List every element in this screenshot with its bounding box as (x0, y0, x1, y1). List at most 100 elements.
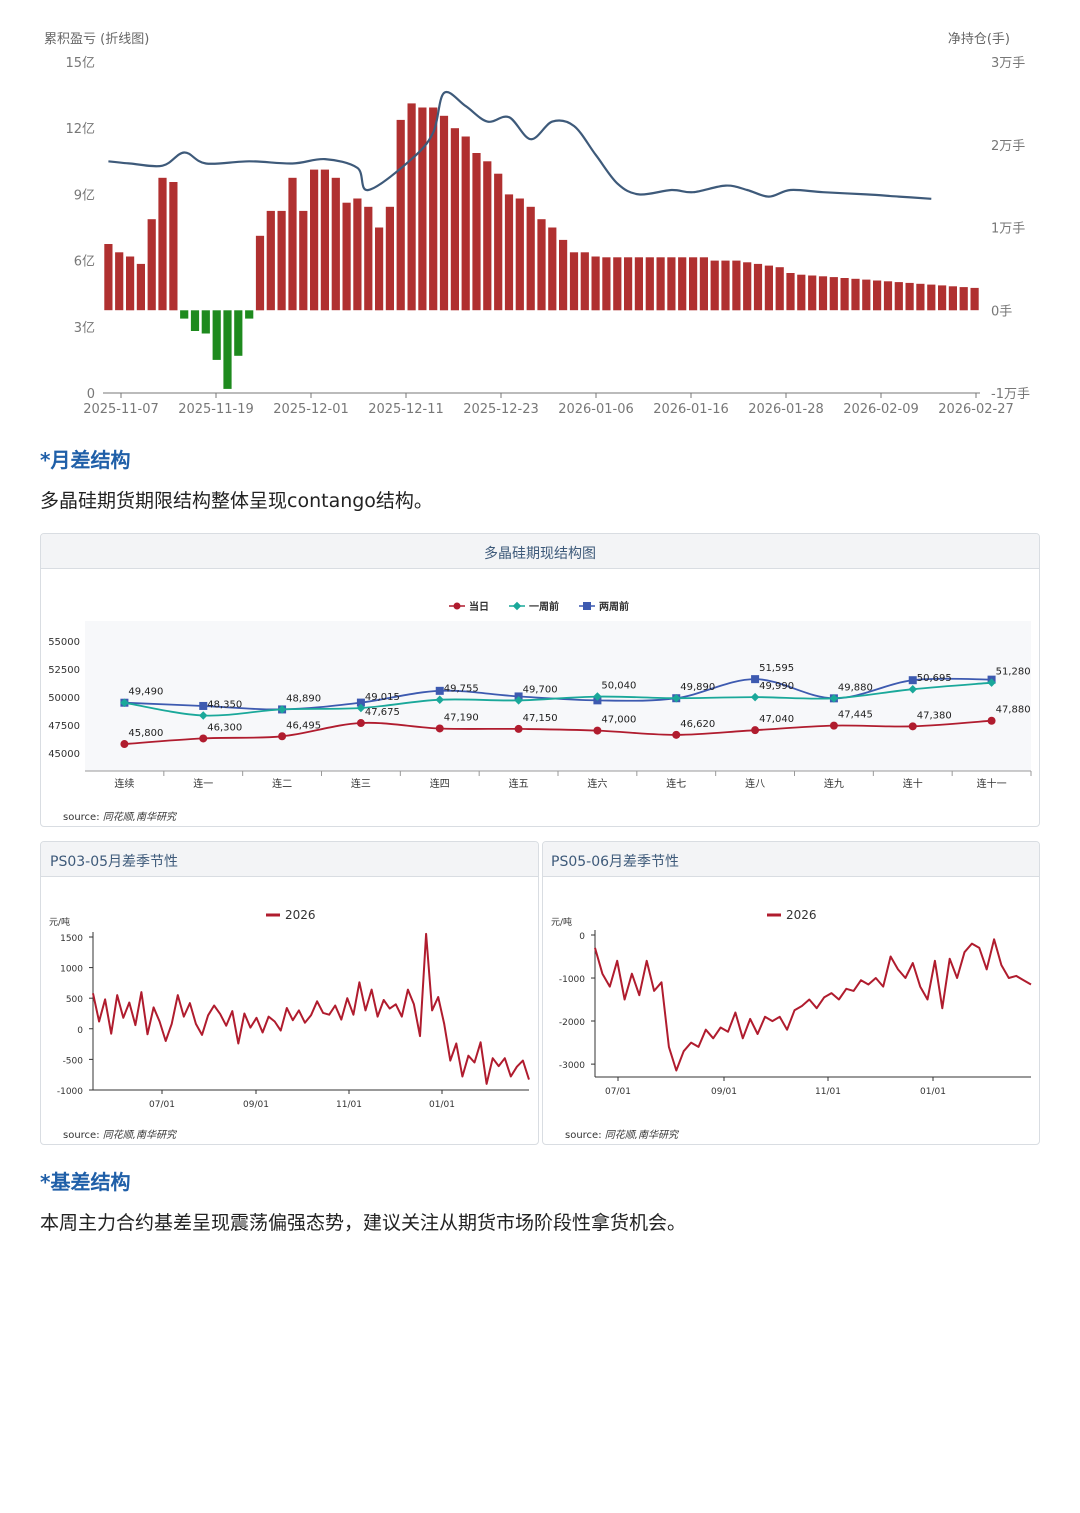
y-tick-label: 500 (66, 995, 83, 1005)
left-tick-label: 0 (87, 387, 95, 402)
x-axis-ticks: 连续 连一 连二 连三 连四 连五 连六 连七 连八 连九 连十 连十一 (114, 771, 1032, 790)
month-spread-text: 多晶硅期货期限结构整体呈现contango结构。 (40, 490, 433, 512)
today-point (829, 721, 838, 730)
position-bar (115, 252, 124, 311)
week-ago-point (356, 703, 366, 713)
position-bar (602, 257, 611, 311)
week-ago-data-label: 50,695 (917, 673, 952, 684)
ps0305-source: source: 同花顺,南华研究 (63, 1126, 176, 1141)
x-tick-label: 09/01 (711, 1087, 737, 1097)
y-tick-label: 0 (579, 932, 585, 942)
today-data-label: 47,190 (444, 712, 479, 723)
position-bar (234, 310, 243, 356)
position-bar (959, 287, 968, 311)
position-bar (375, 227, 384, 311)
position-bar (591, 256, 600, 311)
position-bar (201, 310, 210, 334)
x-tick-label: 2025-11-19 (178, 402, 254, 417)
ps0305-header: PS03-05月差季节性 (41, 842, 538, 877)
week-ago-data-label: 49,700 (523, 684, 558, 695)
ps0506-title: PS05-06月差季节性 (551, 854, 680, 870)
today-data-label: 47,380 (917, 710, 952, 721)
source-label: source: (63, 1130, 100, 1141)
source-text: 同花顺,南华研究 (102, 1130, 176, 1141)
y-tick-label: 0 (77, 1026, 83, 1036)
position-bar (710, 260, 719, 311)
position-bar (818, 276, 828, 311)
position-bar (483, 161, 492, 311)
position-bar (472, 153, 481, 311)
left-axis-ticks: 15亿 12亿 9亿 6亿 3亿 0 (65, 56, 95, 402)
today-point (278, 732, 287, 741)
term-structure-panel: 多晶硅期现结构图 当日 一周前 两周前 55000 52500 50000 47500… (40, 533, 1040, 827)
position-bar (851, 278, 860, 311)
x-tick-label: 2025-12-01 (273, 402, 349, 417)
x-tick-label: 07/01 (605, 1087, 631, 1097)
term-series: 51,595 49,490 48,350 48,890 49,015 49,755 49,7… (120, 663, 1031, 749)
today-data-label: 47,675 (365, 707, 400, 718)
position-bar (797, 274, 806, 311)
legend-twoweek-marker (583, 602, 591, 610)
today-data-label: 46,495 (286, 720, 321, 731)
today-data-label: 47,000 (601, 715, 636, 726)
left-tick-label: 12亿 (65, 122, 95, 137)
position-bar (840, 278, 849, 311)
month-spread-heading: *月差结构 (40, 448, 131, 472)
unit-label: 元/吨 (551, 916, 572, 928)
term-structure-header: 多晶硅期现结构图 (41, 534, 1039, 569)
position-bar (190, 310, 200, 331)
position-bar (862, 279, 871, 311)
position-bar (829, 277, 838, 311)
source-label: source: (63, 812, 100, 823)
y-tick-label: -500 (63, 1056, 84, 1066)
pnl-line (108, 90, 932, 200)
ps0506-source: source: 同花顺,南华研究 (565, 1126, 678, 1141)
position-bar (634, 257, 643, 311)
y-tick-label: 47500 (48, 721, 80, 732)
x-tick-label: 连十 (903, 777, 923, 790)
term-structure-source: source: 同花顺,南华研究 (63, 808, 176, 823)
week-ago-data-label: 49,015 (365, 692, 400, 703)
position-bar (775, 267, 784, 311)
position-bar (732, 260, 741, 311)
x-tick-label: 2026-01-28 (748, 402, 824, 417)
position-bar (245, 310, 254, 319)
week-ago-point (514, 696, 523, 705)
x-tick-label: 2025-12-11 (368, 402, 444, 417)
right-axis-title: 净持仓(手) (948, 32, 1010, 47)
week-ago-data-label: 49,490 (128, 687, 163, 698)
position-bar (147, 219, 156, 311)
x-tick-label: 连六 (587, 777, 607, 790)
position-bar (970, 287, 979, 311)
position-bar (255, 235, 265, 311)
two-weeks-ago-point (908, 676, 917, 685)
seasonal-line-2026 (594, 938, 1032, 1072)
today-data-label: 47,150 (523, 713, 558, 724)
ps0305-chart: 2026 元/吨 1500 1000 500 0 -500 -1000 07/01 09/01… (49, 908, 530, 1110)
source-text: 同花顺,南华研究 (102, 812, 176, 823)
position-bar (689, 257, 698, 311)
x-tick-label: 2026-02-09 (843, 402, 919, 417)
x-tick-label: 连一 (193, 777, 213, 790)
legend-today-marker (453, 602, 461, 610)
position-bars (104, 103, 979, 389)
position-bar (916, 283, 925, 311)
position-bar (342, 202, 351, 311)
today-point (908, 722, 917, 731)
position-bar (645, 257, 654, 311)
y-tick-label: -1000 (559, 975, 585, 985)
ps0506-chart: 2026 元/吨 0 -1000 -2000 -3000 07/01 09/01 11/01… (551, 908, 1032, 1097)
left-tick-label: 6亿 (74, 255, 95, 270)
position-bar (331, 177, 340, 311)
position-bar (948, 286, 957, 311)
x-tick-label: 连五 (509, 777, 529, 790)
basis-text: 本周主力合约基差呈现震荡偏强态势，建议关注从期货市场阶段性拿货机会。 (40, 1212, 687, 1234)
position-bar (494, 173, 503, 311)
position-bar (883, 281, 893, 311)
ps0305-title: PS03-05月差季节性 (50, 854, 179, 870)
today-point (514, 724, 523, 733)
today-point (120, 740, 129, 749)
position-bar (299, 210, 308, 311)
legend-twoweek: 两周前 (599, 600, 629, 613)
y-tick-label: 55000 (48, 637, 80, 648)
